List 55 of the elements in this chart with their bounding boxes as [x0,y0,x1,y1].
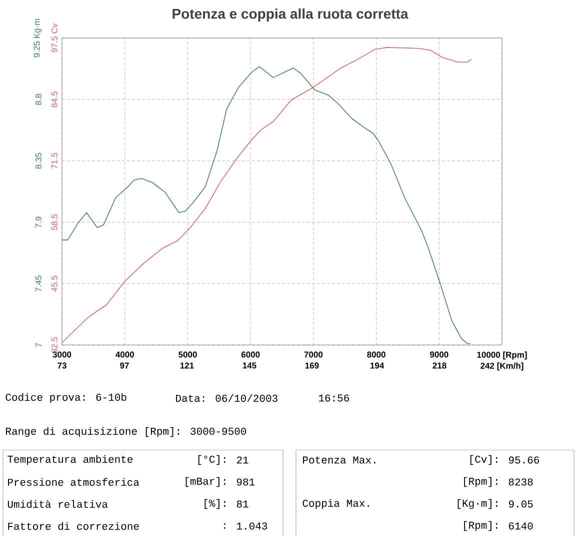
text: Pressione atmosferica [8,478,140,486]
y2-tick-label: 32.5 [51,337,58,353]
text: [%]: [204,499,226,509]
x2-tick-label: 97 [120,362,129,369]
text: 6140 [508,522,533,530]
x2-tick-label: 218 [432,362,446,369]
text: [°C]: [198,455,226,465]
text: [Rpm]: [464,477,498,487]
x2-tick-label: 242 [Km/h] [480,362,524,370]
text: Codice prova: 6-10b [6,393,126,403]
text: Fattore di correzione [8,522,139,530]
y2-tick-label: 71.5 [52,152,58,169]
x2-tick-label: 169 [305,362,319,369]
y2-tick-label: 84.5 [51,91,58,108]
text: Temperatura ambiente [8,455,132,465]
y-tick-label: 7.45 [36,276,42,292]
text: 9.05 [508,500,533,508]
x-tick-label: 9000 [430,352,448,358]
x-tick-label: 8000 [367,352,386,358]
x2-tick-label: 145 [242,362,256,368]
x-tick-label: 6000 [241,352,260,358]
text: 1.043 [236,522,268,530]
text: : [224,523,226,529]
x-tick-label: 10000 [Rpm] [477,352,527,360]
text: 16:56 [318,394,350,402]
text: [mBar]: [186,477,226,487]
x-tick-label: 4000 [116,352,134,358]
y2-tick-label: 58.5 [51,214,58,230]
text: Range di acquisizione [Rpm]: 3000-9500 [6,427,246,437]
x2-tick-label: 194 [370,362,384,369]
text: [Cv]: [470,455,498,465]
text: 21 [236,456,248,464]
text: [Kg·m]: [458,499,498,509]
x-tick-label: 7000 [304,352,323,358]
x-tick-label: 5000 [178,352,197,358]
text: Potenza Max. [303,456,376,464]
y-tick-label: 7.9 [35,216,42,228]
chart-title: Potenza e coppia alla ruota corretta [172,8,408,22]
y-tick-label: 8.35 [35,152,42,169]
y-tick-label: 7 [36,343,42,347]
y2-tick-label: 45.5 [52,276,58,292]
text: Umidità relativa [8,500,108,508]
x-tick-label: 3000 [52,352,72,358]
x2-tick-label: 73 [58,362,66,369]
y-tick-label: 9.25 Kg·m [34,18,42,58]
text: Coppia Max. [302,499,369,509]
text: 981 [236,478,255,486]
x2-tick-label: 121 [180,362,194,368]
y2-tick-label: 97.5 Cv [51,23,58,52]
text: 95.66 [508,456,540,464]
y-tick-label: 8.8 [35,94,42,105]
text: 8238 [508,478,533,486]
text: [Rpm]: [464,521,498,531]
text: Data: 06/10/2003 [176,394,278,402]
text: 81 [236,500,248,508]
